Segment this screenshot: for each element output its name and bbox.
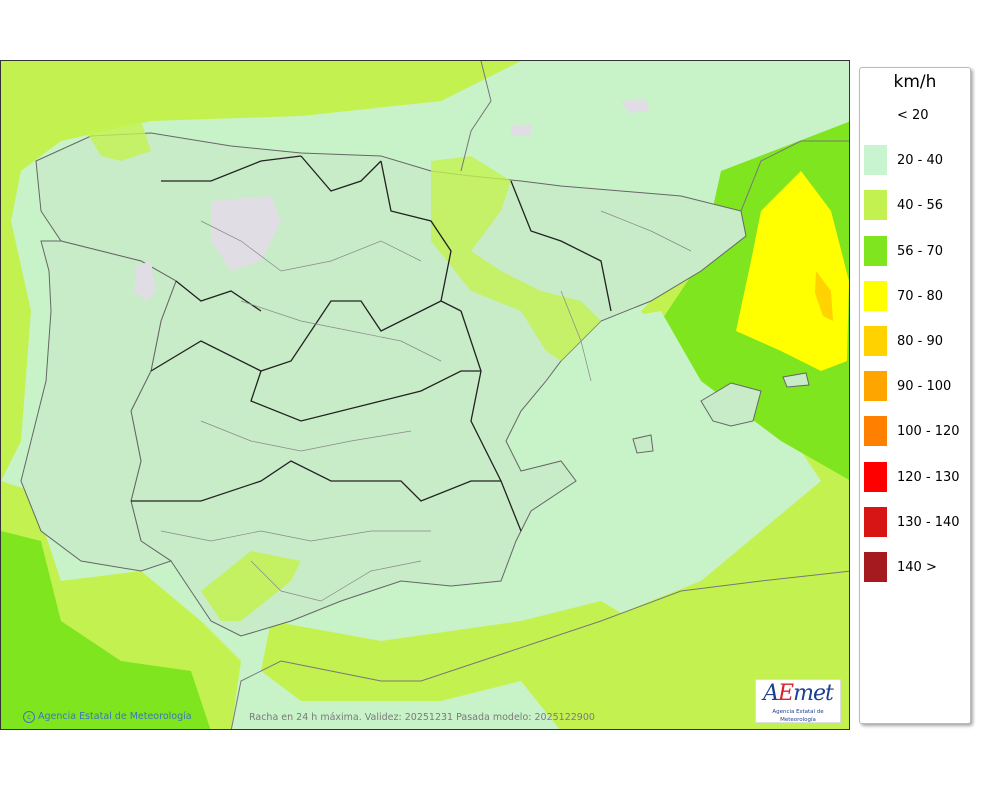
legend-item: 120 - 130 bbox=[864, 461, 968, 492]
legend-label: 90 - 100 bbox=[897, 379, 952, 395]
legend-label: 140 > bbox=[897, 560, 937, 575]
gust-patch-ebro bbox=[431, 156, 601, 361]
map-caption: Racha en 24 h máxima. Validez: 20251231 … bbox=[249, 712, 595, 723]
legend-item: 80 - 90 bbox=[864, 326, 968, 356]
logo-wordmark: AEmet bbox=[763, 681, 834, 706]
north-africa-coast bbox=[230, 570, 849, 729]
legend-label: 70 - 80 bbox=[897, 288, 944, 304]
legend-swatch bbox=[864, 145, 887, 176]
gust-zone-70-80 bbox=[736, 171, 849, 371]
legend-swatch bbox=[864, 461, 887, 492]
legend-swatch bbox=[864, 506, 887, 537]
legend-item: 100 - 120 bbox=[864, 416, 968, 447]
legend-label: < 20 bbox=[897, 108, 929, 123]
france-coast bbox=[460, 61, 849, 212]
legend-item: 70 - 80 bbox=[864, 280, 968, 311]
legend-label: 40 - 56 bbox=[897, 198, 944, 214]
provincial-borders bbox=[160, 210, 692, 602]
regional-borders bbox=[131, 155, 612, 532]
legend-item: 40 - 56 bbox=[864, 190, 968, 221]
legend-label: 20 - 40 bbox=[897, 153, 944, 169]
gust-patch-galicia bbox=[86, 121, 151, 161]
gust-patch-below-20-portugal bbox=[134, 261, 156, 301]
ibiza-island bbox=[632, 434, 654, 454]
legend-item: 90 - 100 bbox=[864, 371, 968, 402]
legend-label: 56 - 70 bbox=[897, 243, 944, 259]
aemet-logo[interactable]: AEmet Agencia Estatal de Meteorología bbox=[755, 679, 841, 723]
mallorca-island bbox=[700, 382, 762, 427]
gust-patch-strait bbox=[201, 551, 301, 621]
copyright-text: Agencia Estatal de Meteorología bbox=[38, 711, 192, 722]
copyright-icon: c bbox=[23, 711, 35, 723]
legend-label: 130 - 140 bbox=[897, 514, 960, 530]
legend-label: 80 - 90 bbox=[897, 334, 944, 349]
portugal-land bbox=[20, 240, 177, 572]
legend-swatch bbox=[864, 416, 887, 447]
map-canvas bbox=[1, 61, 849, 729]
menorca-island bbox=[782, 372, 810, 388]
gust-patch-below-20-duero bbox=[211, 196, 281, 271]
legend-item: < 20 bbox=[864, 100, 968, 130]
legend-item: 140 > bbox=[864, 552, 968, 582]
legend-swatch bbox=[864, 280, 887, 311]
gust-zone-40-56-west bbox=[1, 61, 521, 481]
gust-zone-56-70-atlantic bbox=[1, 531, 211, 729]
legend-swatch bbox=[864, 190, 887, 221]
gust-zone-20-40-balearic bbox=[521, 311, 721, 581]
legend-swatch bbox=[864, 326, 887, 356]
legend-swatch bbox=[864, 100, 887, 130]
legend-label: 100 - 120 bbox=[897, 424, 960, 440]
legend-swatch bbox=[864, 552, 887, 582]
legend-swatch bbox=[864, 371, 887, 402]
logo-subtitle: Agencia Estatal de Meteorología bbox=[772, 709, 824, 723]
copyright-notice[interactable]: c Agencia Estatal de Meteorología bbox=[23, 711, 192, 723]
gust-patch-below-20-atlantic bbox=[621, 99, 649, 113]
wind-gust-map[interactable]: c Agencia Estatal de Meteorología Racha e… bbox=[0, 60, 850, 730]
legend-unit: km/h bbox=[893, 72, 937, 92]
legend-item: 56 - 70 bbox=[864, 235, 968, 266]
legend-label: 120 - 130 bbox=[897, 469, 960, 485]
legend-swatch bbox=[864, 235, 887, 266]
gust-patch-below-20-atlantic-2 bbox=[511, 124, 531, 136]
legend-item: 20 - 40 bbox=[864, 145, 968, 176]
gust-zone-80-90 bbox=[815, 271, 833, 321]
legend-item: 130 - 140 bbox=[864, 506, 968, 537]
color-legend: km/h < 20 20 - 40 40 - 56 56 - 70 70 - 80 80 … bbox=[859, 67, 971, 724]
